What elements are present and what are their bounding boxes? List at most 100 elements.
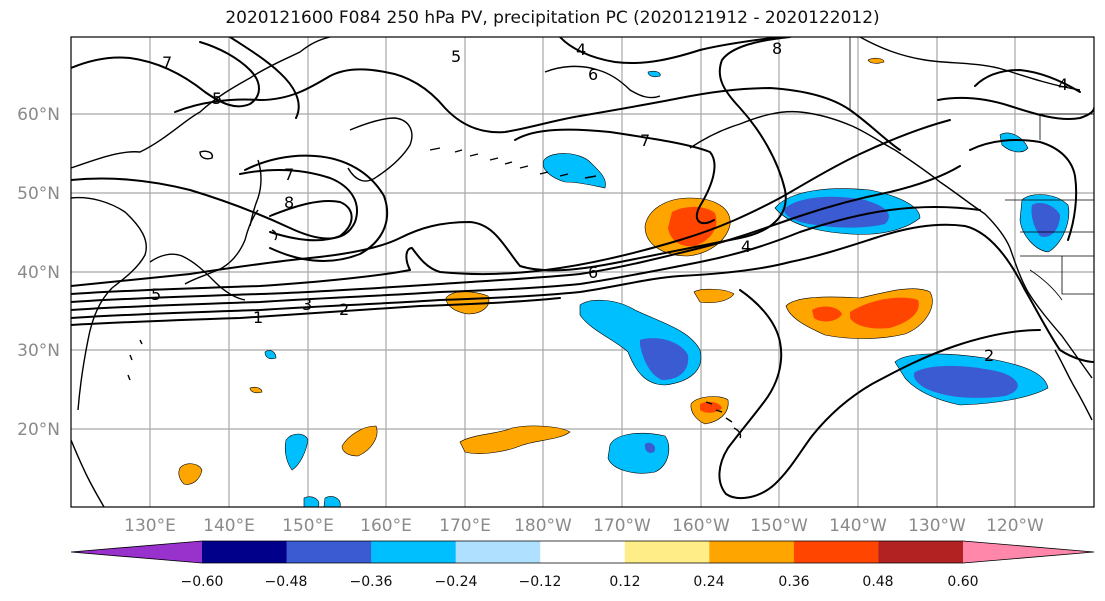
- contour-8: [269, 200, 353, 242]
- coastlines: [71, 37, 1093, 507]
- contour-northeast: [974, 69, 1081, 93]
- colorbar-tick-label: −0.48: [265, 574, 308, 590]
- lon-label: 170°W: [593, 516, 651, 536]
- contour-label: 4: [741, 237, 751, 256]
- colorbar-tick-label: −0.12: [519, 574, 562, 590]
- contour-label: 2: [339, 300, 349, 319]
- lat-label: 50°N: [17, 184, 60, 204]
- colorbar-segment: [202, 541, 288, 563]
- colorbar-segment: [286, 541, 372, 563]
- lon-label: 150°E: [282, 516, 334, 536]
- contour-east: [937, 97, 1094, 121]
- contour-label: 5: [212, 89, 222, 108]
- colorbar-segment: [624, 541, 710, 563]
- contour-top-mid: [559, 37, 781, 65]
- colorbar-ticks: −0.60 −0.48 −0.36 −0.24 −0.12 0.12 0.24 …: [181, 574, 979, 590]
- precip-shading: [178, 57, 1070, 507]
- pv-contours: [71, 37, 1094, 500]
- contour-5: [71, 119, 951, 295]
- coast-alaska-west: [544, 65, 661, 99]
- contour-label: 8: [772, 39, 782, 58]
- lon-label: 130°W: [908, 516, 966, 536]
- colorbar: [70, 540, 1095, 564]
- colorbar-tick-label: 0.48: [862, 574, 893, 590]
- contour-label: 7: [162, 53, 172, 72]
- map-frame: [70, 36, 1095, 508]
- colorbar-tick-label: −0.60: [181, 574, 224, 590]
- coast-philippines: [71, 439, 105, 507]
- lon-label: 140°W: [829, 516, 887, 536]
- colorbar-segment: [793, 541, 879, 563]
- coast-us-west: [1009, 247, 1093, 379]
- coast-asia-north: [71, 37, 331, 169]
- lon-label: 150°W: [750, 516, 808, 536]
- colorbar-tick-label: 0.60: [947, 574, 978, 590]
- contour-5b: [174, 68, 901, 151]
- lon-label: 180°W: [514, 516, 572, 536]
- contour-label: 5: [451, 47, 461, 66]
- colorbar-segment: [455, 541, 541, 563]
- contour-label: 4: [576, 40, 586, 59]
- coast-bering-aleutians: [429, 147, 597, 179]
- lon-label: 130°E: [124, 516, 176, 536]
- contour-label: 2: [984, 346, 994, 365]
- colorbar-tick-label: 0.24: [693, 574, 724, 590]
- contour-label: 3: [302, 295, 312, 314]
- coast-canada-bc: [894, 149, 1011, 249]
- contour-7c: [514, 128, 716, 225]
- precip-negative-aleutian: [542, 153, 606, 189]
- colorbar-tick-label: 0.12: [609, 574, 640, 590]
- contour-east-2: [969, 139, 1078, 241]
- coast-alaska-south: [689, 110, 896, 151]
- contour-4: [71, 165, 961, 303]
- colorbar-tick-label: 0.36: [778, 574, 809, 590]
- contour-top-left: [229, 37, 300, 119]
- lon-label: 160°E: [360, 516, 412, 536]
- coast-kamchatka: [347, 117, 413, 182]
- latitude-labels: 60°N 50°N 40°N 30°N 20°N: [17, 105, 60, 440]
- longitude-labels: 130°E 140°E 150°E 160°E 170°E 180°W 170°…: [124, 516, 1044, 536]
- colorbar-segment: [878, 541, 964, 563]
- contour-2b: [718, 289, 1041, 500]
- lon-label: 140°E: [203, 516, 255, 536]
- contour-4b: [71, 41, 260, 108]
- coast-korea-china: [71, 196, 147, 411]
- contour-label: 6: [588, 263, 598, 282]
- colorbar-segment: [709, 541, 795, 563]
- lat-label: 20°N: [17, 420, 60, 440]
- precip-negative-hawaii: [607, 433, 670, 474]
- lon-label: 120°W: [986, 516, 1044, 536]
- colorbar-extend-min: [71, 541, 202, 563]
- contour-label: 6: [588, 65, 598, 84]
- contour-label: 7: [640, 131, 650, 150]
- contour-label: 5: [151, 285, 161, 304]
- colorbar-segment: [371, 541, 457, 563]
- lat-label: 40°N: [17, 263, 60, 283]
- lon-label: 160°W: [672, 516, 730, 536]
- contour-7b: [244, 154, 389, 263]
- contour-label: 1: [253, 308, 263, 327]
- colorbar-segment: [540, 541, 626, 563]
- contour-label: 7: [284, 165, 294, 184]
- border-us-states: [1020, 231, 1094, 301]
- lat-label: 30°N: [17, 341, 60, 361]
- contour-label: 8: [284, 193, 294, 212]
- coast-baja: [1054, 349, 1093, 421]
- map-title: 2020121600 F084 250 hPa PV, precipitatio…: [225, 8, 880, 28]
- colorbar-outline: [70, 540, 1095, 564]
- lon-label: 170°E: [439, 516, 491, 536]
- colorbar-tick-label: −0.36: [350, 574, 393, 590]
- contour-2: [71, 223, 1094, 363]
- gridlines: [71, 37, 1094, 507]
- colorbar-tick-label: −0.24: [435, 574, 478, 590]
- coast-arctic: [859, 37, 1081, 91]
- contour-6: [71, 37, 791, 287]
- contour-label: 4: [1058, 75, 1068, 94]
- contour-1: [71, 297, 561, 326]
- contour-labels: 5 4 8 6 7 4 5 7 8 7 6 4 5 3 2 1 2: [151, 39, 1068, 365]
- colorbar-extend-max: [963, 541, 1094, 563]
- lat-label: 60°N: [17, 105, 60, 125]
- contour-3: [71, 206, 981, 311]
- contour-7a: [71, 168, 358, 240]
